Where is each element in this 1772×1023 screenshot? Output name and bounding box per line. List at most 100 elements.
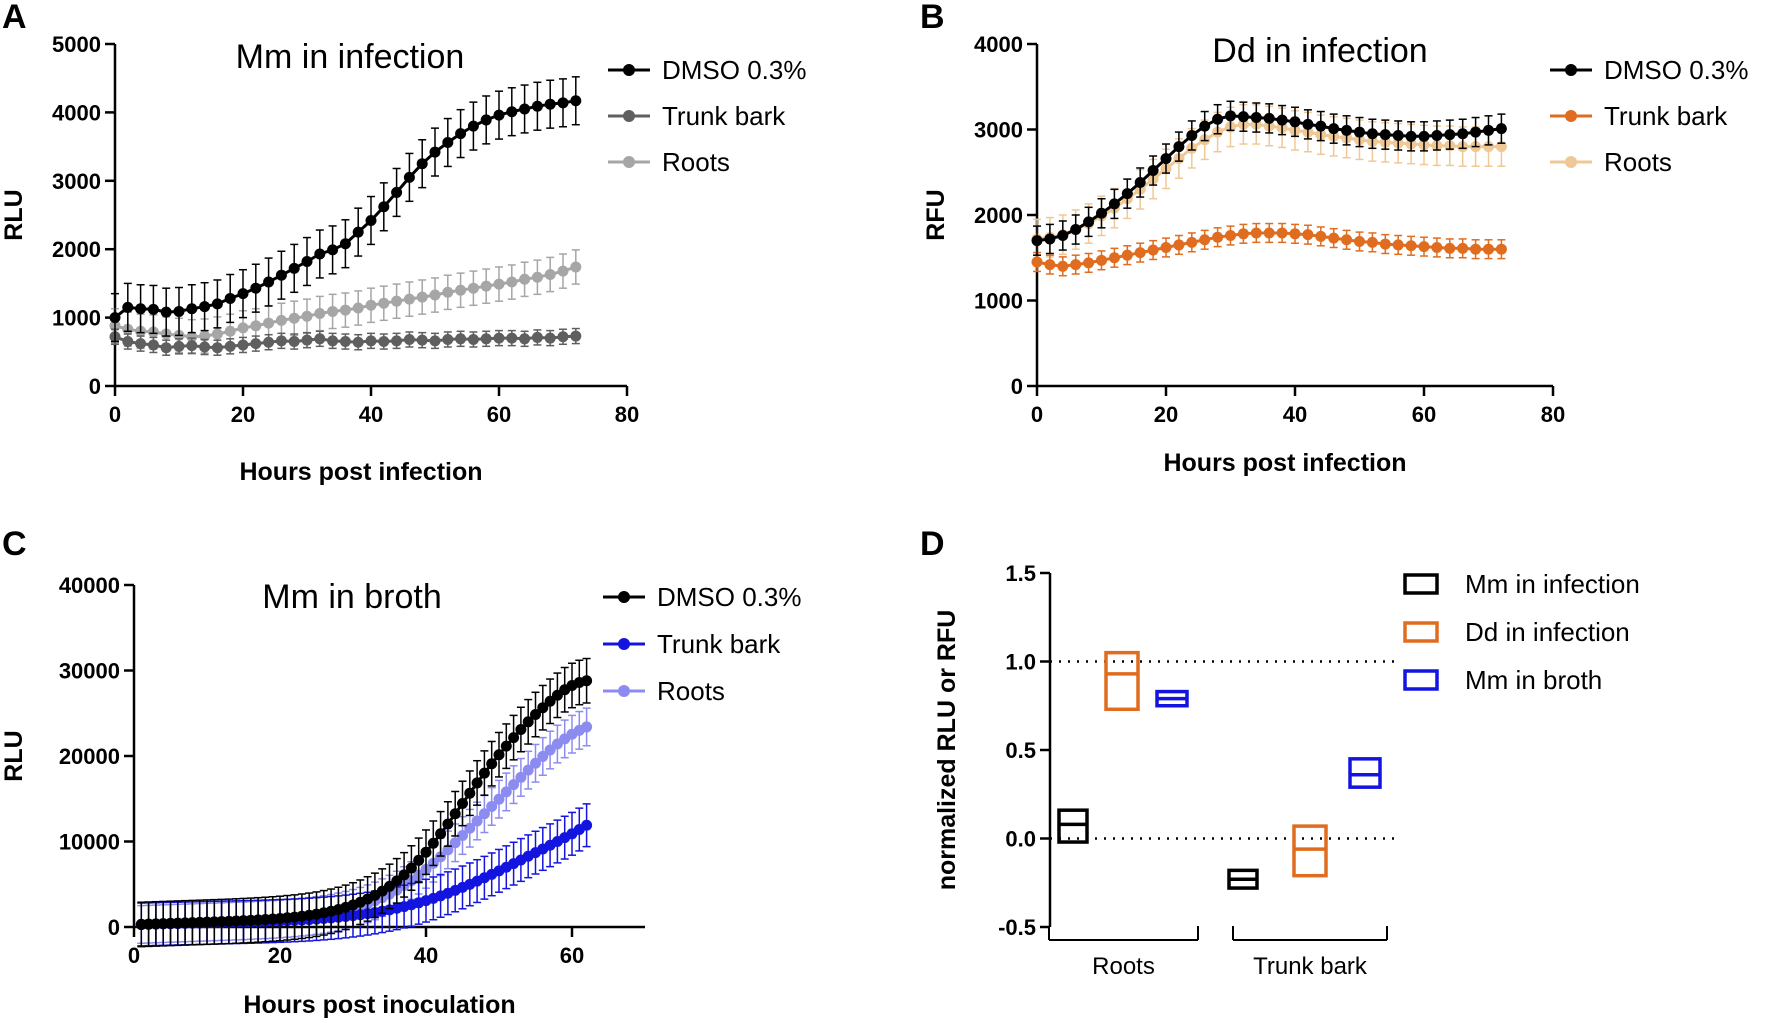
panel-b-data-point	[1276, 114, 1288, 126]
panel-c-legend-label: Roots	[657, 676, 725, 706]
panel-a-x-axis-label: Hours post infection	[239, 458, 482, 486]
panel-b-data-point	[1083, 257, 1095, 269]
panel-c-data-point	[508, 779, 520, 791]
panel-a-data-point	[480, 114, 492, 126]
panel-a-data-point	[403, 293, 415, 305]
panel-c-x-tick-label: 40	[414, 943, 438, 968]
panel-c-data-point	[500, 740, 512, 752]
panel-c-data-point	[405, 862, 417, 874]
panel-a-series-0	[109, 76, 582, 343]
panel-a-data-point	[301, 310, 313, 322]
panel-a-chart: 0 1000 2000 3000 4000 5000 0 20 40 60 80 Hours post…	[0, 32, 807, 486]
panel-a-x-tick-label: 0	[109, 402, 121, 427]
panel-b-data-point	[1483, 243, 1494, 255]
panel-b-x-tick-label: 80	[1541, 402, 1565, 427]
panel-a-data-point	[314, 307, 326, 319]
panel-c-data-point	[544, 695, 556, 707]
panel-a-data-point	[365, 335, 377, 347]
panel-a-data-point	[147, 303, 159, 315]
panel-a-y-tick-label: 0	[89, 374, 101, 399]
panel-d-legend-marker	[1403, 573, 1439, 595]
panel-d-y-tick-label: 1.5	[1005, 561, 1036, 586]
panel-a-data-point	[493, 332, 505, 344]
panel-a-data-point	[147, 339, 159, 351]
panel-c-data-point	[435, 828, 447, 840]
panel-a-series-1	[109, 327, 582, 356]
panel-b-y-axis-label: RFU	[922, 189, 950, 240]
panel-b-y-tick-label: 3000	[974, 118, 1023, 143]
panel-b-legend-label: Trunk bark	[1604, 101, 1728, 131]
panel-a-data-point	[122, 301, 134, 313]
panel-d-box	[1292, 824, 1328, 878]
panel-b-data-point	[1057, 260, 1069, 272]
panel-a-data-point	[531, 100, 543, 112]
panel-c-y-axis-label: RLU	[0, 730, 28, 781]
panel-d-category-label: Roots	[1092, 953, 1155, 980]
panel-b-data-point	[1070, 224, 1082, 236]
panel-b-data-point	[1379, 238, 1391, 250]
panel-c-data-point	[493, 793, 505, 805]
panel-a-data-point	[557, 97, 569, 109]
panel-b-data-point	[1134, 177, 1146, 189]
panel-b-data-point	[1495, 123, 1507, 135]
panel-a-x-tick-label: 40	[359, 402, 383, 427]
panel-b-data-point	[1263, 227, 1275, 239]
panel-c-series-2	[135, 707, 593, 944]
panel-a-y-tick-label: 5000	[52, 32, 101, 57]
panel-b-data-point	[1173, 141, 1185, 153]
panel-b-data-point	[1289, 228, 1301, 240]
panel-a-data-point	[135, 338, 147, 350]
panel-c-y-tick-label: 40000	[59, 573, 120, 598]
panel-b-data-point	[1379, 129, 1391, 141]
panel-a-data-point	[327, 305, 339, 317]
panel-c-data-point	[530, 709, 541, 721]
panel-a-data-point	[160, 306, 172, 318]
panel-a-data-point	[224, 325, 236, 337]
panel-a-data-point	[531, 331, 543, 343]
panel-c-data-point	[464, 787, 476, 799]
panel-d-legend-label: Mm in infection	[1465, 569, 1640, 599]
panel-c-data-point	[581, 819, 593, 831]
panel-c-series-0	[135, 657, 593, 948]
panel-a-data-point	[211, 342, 223, 354]
panel-a-legend-label: DMSO 0.3%	[662, 55, 807, 85]
panel-d-y-tick-label: 0.0	[1005, 827, 1036, 852]
panel-b-data-point	[1315, 230, 1327, 242]
panel-b-data-point	[1070, 259, 1082, 271]
panel-a-data-point	[301, 334, 313, 346]
panel-c-data-point	[478, 767, 490, 779]
panel-c-x-tick-label: 0	[128, 943, 140, 968]
panel-b-data-point	[1392, 129, 1404, 141]
panel-c-data-point	[544, 744, 556, 756]
panel-a-data-point	[378, 336, 390, 348]
panel-c-data-point	[581, 721, 593, 733]
panel-c-legend-marker	[618, 685, 630, 697]
panel-c-data-point	[471, 777, 483, 789]
panel-a-x-tick-label: 20	[231, 402, 255, 427]
panel-a-data-point	[186, 340, 198, 352]
panel-a-data-point	[186, 303, 198, 315]
panel-c-title: Mm in broth	[262, 578, 442, 616]
panel-c-legend-label: Trunk bark	[657, 629, 781, 659]
panel-b-data-point	[1315, 120, 1327, 132]
panel-a-data-point	[160, 342, 172, 354]
panel-b-y-tick-label: 0	[1011, 374, 1023, 399]
panel-a-data-point	[275, 335, 287, 347]
panel-d-legend-label: Dd in infection	[1465, 617, 1630, 647]
panel-c-data-point	[486, 758, 498, 770]
panel-a-data-point	[493, 109, 505, 121]
panel-a-legend-marker	[623, 110, 635, 122]
panel-a-data-point	[557, 331, 569, 343]
panel-a-data-point	[365, 299, 377, 311]
panel-a-data-point	[237, 288, 249, 300]
panel-b-data-point	[1147, 244, 1159, 256]
panel-a-x-tick-label: 80	[615, 402, 639, 427]
panel-d-y-tick-label: -0.5	[998, 915, 1036, 940]
panel-a-data-point	[288, 312, 300, 324]
panel-a-data-point	[467, 282, 479, 294]
panel-a-y-tick-label: 2000	[52, 237, 101, 262]
panel-a-x-tick-label: 60	[487, 402, 511, 427]
panel-c-data-point	[391, 875, 403, 887]
panel-a-data-point	[211, 298, 223, 310]
